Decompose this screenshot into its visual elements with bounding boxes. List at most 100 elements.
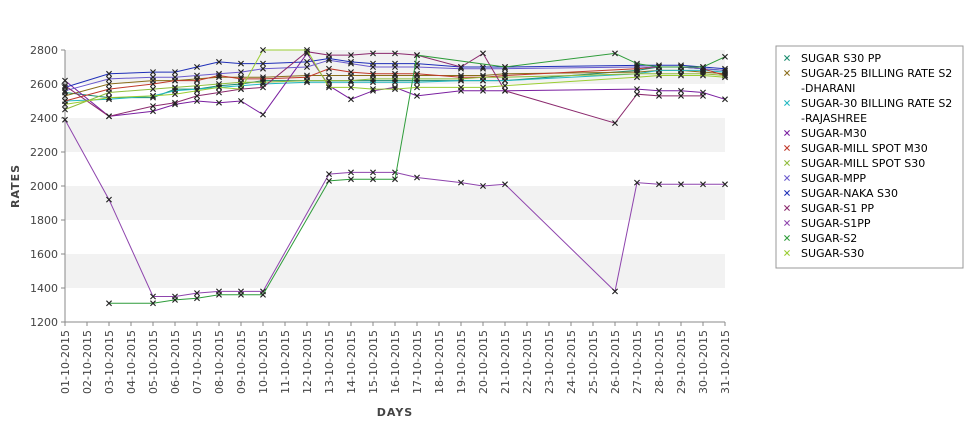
data-point: [304, 58, 310, 65]
data-point: [62, 82, 68, 89]
y-tick-label: 1600: [30, 248, 58, 261]
x-tick-label: 15-10-2015: [367, 330, 380, 394]
data-point: [348, 52, 354, 59]
legend-item: SUGAR-S1PP: [784, 217, 871, 230]
legend-label: SUGAR-S1 PP: [801, 202, 874, 215]
legend-item: SUGAR S30 PP: [784, 52, 881, 65]
data-point: [348, 96, 354, 103]
x-tick-label: 02-10-2015: [81, 330, 94, 394]
grid-band: [65, 152, 725, 186]
legend-marker: [784, 250, 790, 256]
x-tick-label: 08-10-2015: [213, 330, 226, 394]
data-point: [370, 60, 376, 67]
legend-item: SUGAR-MILL SPOT S30: [784, 157, 925, 170]
series-layer: [62, 47, 728, 307]
data-point: [216, 291, 222, 298]
data-point: [62, 84, 68, 91]
legend-label: SUGAR-S2: [801, 232, 857, 245]
data-point: [414, 75, 420, 82]
y-tick-label: 2800: [30, 44, 58, 57]
data-point: [326, 65, 332, 72]
data-point: [216, 70, 222, 77]
data-point: [238, 60, 244, 67]
data-point: [502, 87, 508, 94]
data-point: [656, 92, 662, 99]
legend-label: -DHARANI: [801, 82, 855, 95]
data-point: [172, 69, 178, 76]
data-point: [458, 179, 464, 186]
data-point: [678, 92, 684, 99]
legend-marker: [784, 100, 790, 106]
data-point: [656, 181, 662, 188]
data-point: [656, 87, 662, 94]
data-point: [722, 65, 728, 72]
data-point: [194, 98, 200, 104]
data-point: [150, 300, 156, 307]
series-line: [64, 51, 703, 124]
legend-marker: [784, 205, 790, 211]
series-line: [64, 66, 726, 102]
legend-label: -RAJASHREE: [801, 112, 867, 125]
data-point: [216, 58, 222, 65]
data-point: [348, 176, 354, 183]
data-point: [392, 75, 398, 82]
data-point: [634, 74, 640, 81]
data-point: [260, 60, 266, 67]
data-point: [458, 84, 464, 91]
data-point: [634, 86, 640, 93]
data-point: [106, 94, 112, 101]
data-point: [392, 70, 398, 77]
legend-label: SUGAR-M30: [801, 127, 867, 140]
data-point: [304, 77, 310, 84]
x-tick-label: 04-10-2015: [125, 330, 138, 394]
x-tick-label: 17-10-2015: [411, 330, 424, 394]
x-tick-label: 13-10-2015: [323, 330, 336, 394]
data-point: [172, 296, 178, 303]
data-point: [722, 74, 728, 81]
legend-marker: [784, 220, 790, 226]
x-tick-label: 31-10-2015: [719, 330, 732, 394]
x-tick-label: 03-10-2015: [103, 330, 116, 394]
x-tick-label: 21-10-2015: [499, 330, 512, 394]
data-point: [722, 96, 728, 103]
series-line: [64, 69, 726, 102]
x-tick-label: 07-10-2015: [191, 330, 204, 394]
x-tick-label: 19-10-2015: [455, 330, 468, 394]
data-point: [392, 60, 398, 67]
x-tick-label: 11-10-2015: [279, 330, 292, 394]
legend-item: SUGAR-25 BILLING RATE S2 -DHARANI: [784, 67, 952, 95]
data-point: [260, 47, 266, 53]
data-point: [150, 92, 156, 99]
data-point: [700, 92, 706, 99]
legend-label: SUGAR-MILL SPOT M30: [801, 142, 928, 155]
x-tick-label: 25-10-2015: [587, 330, 600, 394]
data-point: [260, 65, 266, 72]
data-point: [304, 64, 310, 70]
legend-marker: [784, 190, 790, 196]
data-point: [106, 300, 112, 307]
data-point: [260, 79, 266, 86]
data-point: [304, 47, 310, 53]
grid-band: [65, 254, 725, 288]
series-line: [64, 49, 726, 105]
data-point: [150, 103, 156, 110]
data-point: [194, 82, 200, 89]
data-point: [194, 72, 200, 79]
legend-label: SUGAR-NAKA S30: [801, 187, 898, 200]
data-point: [106, 81, 112, 87]
data-point: [348, 169, 354, 176]
legend-item: SUGAR-MPP: [784, 172, 866, 185]
data-point: [326, 171, 332, 178]
x-tick-label: 20-10-2015: [477, 330, 490, 394]
data-point: [194, 77, 200, 84]
legend-box: [775, 45, 964, 269]
legend-marker: [784, 145, 790, 151]
series-12: [62, 47, 728, 108]
data-point: [612, 50, 618, 57]
legend-marker: [784, 55, 790, 61]
data-point: [150, 293, 156, 300]
x-tick-label: 23-10-2015: [543, 330, 556, 394]
data-point: [326, 72, 332, 79]
